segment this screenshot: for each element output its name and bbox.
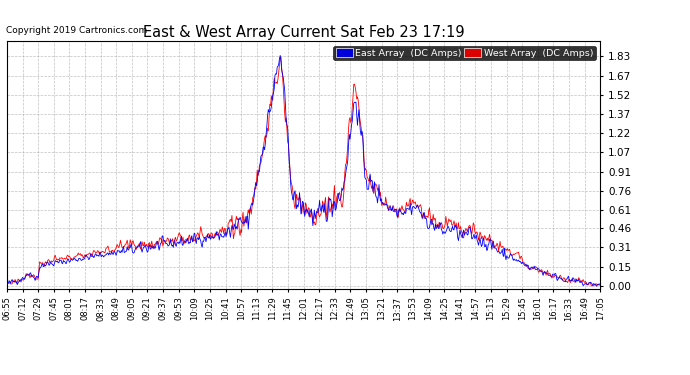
Legend: East Array  (DC Amps), West Array  (DC Amps): East Array (DC Amps), West Array (DC Amp… [333, 46, 595, 60]
Text: Copyright 2019 Cartronics.com: Copyright 2019 Cartronics.com [6, 26, 147, 35]
Title: East & West Array Current Sat Feb 23 17:19: East & West Array Current Sat Feb 23 17:… [143, 25, 464, 40]
